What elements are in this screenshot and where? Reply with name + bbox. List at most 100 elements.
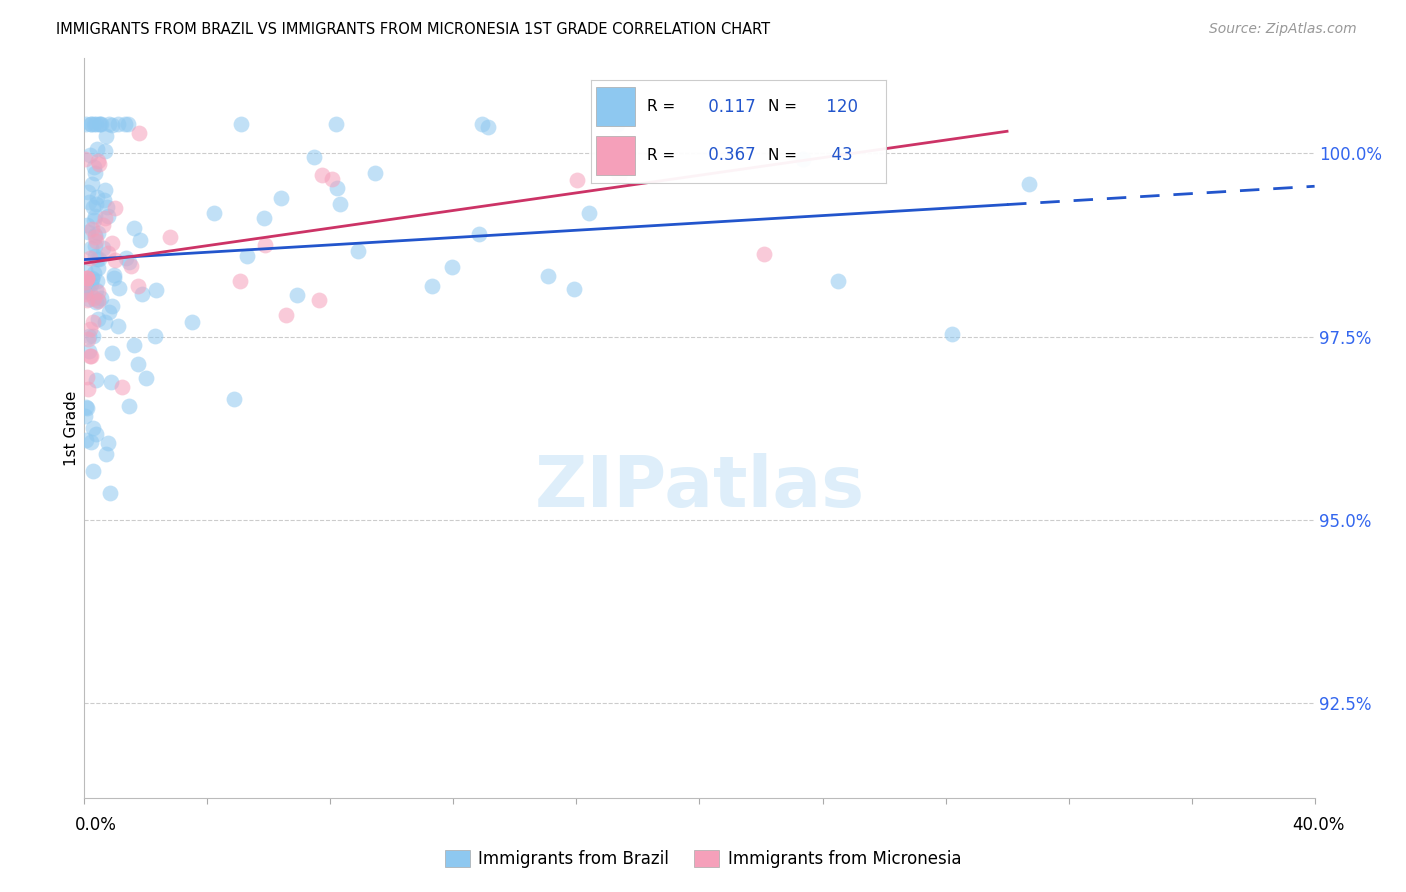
Point xyxy=(83,212,105,227)
Point xyxy=(93,193,115,207)
Point xyxy=(84,373,107,387)
Point xyxy=(145,284,167,298)
Point xyxy=(124,338,146,352)
Point xyxy=(114,117,136,131)
Point xyxy=(477,120,499,135)
Point xyxy=(117,117,139,131)
Point xyxy=(76,369,98,384)
Point xyxy=(76,185,98,199)
Point xyxy=(321,172,343,186)
Point xyxy=(75,276,97,290)
Point xyxy=(87,312,110,326)
Point xyxy=(82,464,104,478)
Point xyxy=(97,436,120,450)
Point xyxy=(86,197,108,211)
Point xyxy=(75,152,97,166)
Point xyxy=(302,150,325,164)
Point xyxy=(364,166,387,180)
Point xyxy=(79,251,101,265)
Text: N =: N = xyxy=(768,148,797,162)
Text: Source: ZipAtlas.com: Source: ZipAtlas.com xyxy=(1209,22,1357,37)
Point xyxy=(76,332,98,346)
Text: 120: 120 xyxy=(821,98,858,116)
Point xyxy=(79,277,101,291)
Text: 0.367: 0.367 xyxy=(703,146,755,164)
Point xyxy=(108,281,131,295)
Point xyxy=(607,169,630,183)
Point xyxy=(346,244,368,258)
Point xyxy=(229,274,252,288)
Point xyxy=(94,144,117,158)
Point xyxy=(79,343,101,358)
Point xyxy=(73,409,96,424)
Point xyxy=(325,117,347,131)
Point xyxy=(94,316,117,330)
Point xyxy=(562,282,585,296)
Point xyxy=(253,238,276,252)
Point xyxy=(76,271,98,285)
Point xyxy=(236,249,259,263)
Point xyxy=(83,160,105,174)
Point xyxy=(87,252,110,266)
Point xyxy=(103,268,125,283)
Point xyxy=(86,190,108,204)
Point xyxy=(101,299,124,313)
Point xyxy=(83,291,105,305)
Point xyxy=(87,153,110,168)
Point xyxy=(73,286,96,301)
Point xyxy=(73,285,96,299)
Point xyxy=(77,328,100,343)
FancyBboxPatch shape xyxy=(596,87,636,127)
Point xyxy=(107,117,129,131)
Point xyxy=(143,329,166,343)
Point xyxy=(82,270,104,285)
Point xyxy=(231,117,253,131)
Text: R =: R = xyxy=(647,148,675,162)
Point xyxy=(84,294,107,309)
Text: ZIPatlas: ZIPatlas xyxy=(534,453,865,522)
Point xyxy=(180,315,202,329)
Point xyxy=(253,211,276,226)
Point xyxy=(754,246,776,260)
Point xyxy=(94,183,117,197)
Point xyxy=(79,148,101,162)
Point xyxy=(97,210,120,224)
Point xyxy=(80,272,103,286)
Point xyxy=(87,226,110,240)
Text: 0.0%: 0.0% xyxy=(75,816,117,834)
Point xyxy=(84,239,107,253)
Point xyxy=(270,191,292,205)
Point xyxy=(97,245,120,260)
Point xyxy=(276,308,298,322)
Point xyxy=(471,117,494,131)
Point xyxy=(77,195,100,210)
Point xyxy=(98,305,121,319)
Point xyxy=(127,357,149,371)
Point xyxy=(80,349,103,363)
Point xyxy=(75,279,97,293)
Text: 40.0%: 40.0% xyxy=(1292,816,1346,834)
Point xyxy=(75,400,97,414)
Point xyxy=(87,293,110,308)
Point xyxy=(77,292,100,306)
Point xyxy=(325,181,347,195)
Point xyxy=(76,271,98,285)
Point xyxy=(84,427,107,442)
Point xyxy=(80,222,103,236)
Point xyxy=(127,279,149,293)
Point xyxy=(96,128,118,143)
Point xyxy=(89,117,111,131)
Point xyxy=(87,117,110,131)
Point xyxy=(84,283,107,297)
Point xyxy=(131,287,153,301)
Point xyxy=(83,266,105,280)
Point xyxy=(565,173,588,187)
Point xyxy=(91,241,114,255)
Point xyxy=(75,433,97,447)
Point xyxy=(80,241,103,255)
Point xyxy=(104,252,127,267)
Point xyxy=(115,252,138,266)
Point xyxy=(79,285,101,300)
Point xyxy=(86,252,108,266)
Point xyxy=(76,219,98,233)
